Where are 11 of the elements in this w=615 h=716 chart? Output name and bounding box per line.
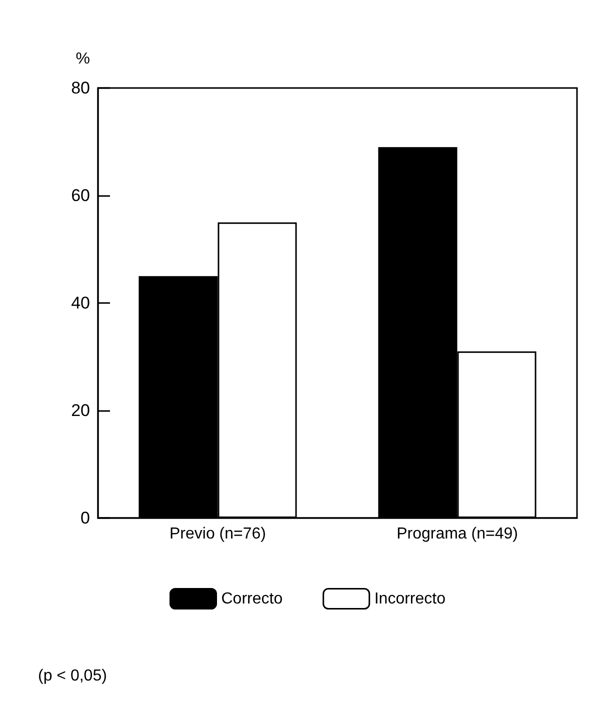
y-tick-label: 0: [80, 508, 90, 528]
legend-label: Incorrecto: [374, 590, 446, 608]
y-tick-label: 20: [71, 401, 90, 420]
y-tick-label: 40: [71, 294, 90, 312]
x-tick-label: Programa (n=49): [396, 526, 518, 542]
y-tick-label: 60: [71, 186, 90, 205]
y-axis-title: %: [76, 50, 90, 68]
y-tick-label: 80: [71, 78, 90, 98]
x-tick-label: Previo (n=76): [170, 526, 266, 542]
text: (p < 0,05): [38, 668, 107, 684]
legend-label: Correcto: [221, 590, 283, 608]
